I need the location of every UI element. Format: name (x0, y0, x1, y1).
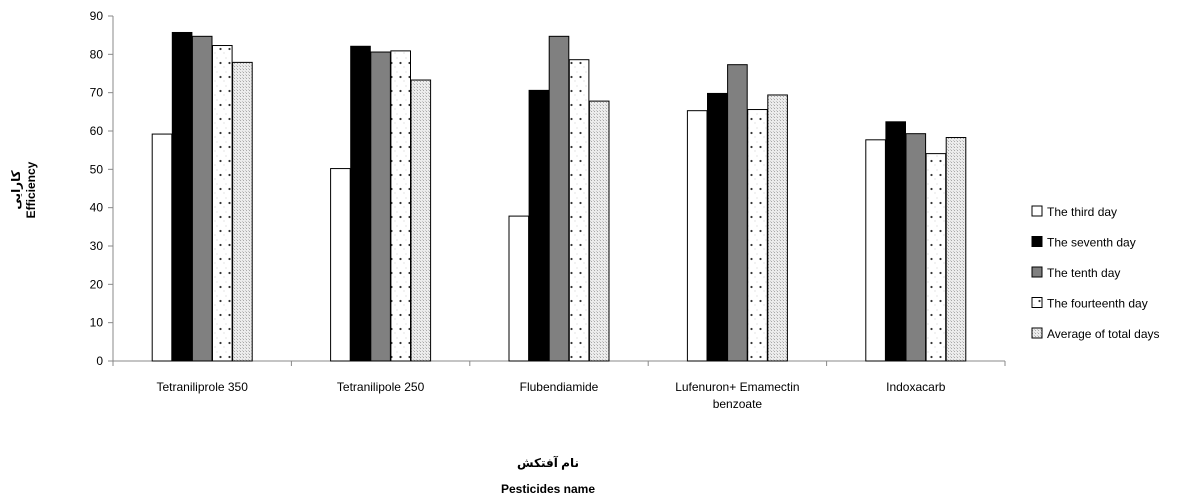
bar (885, 121, 907, 362)
bar (865, 139, 886, 362)
legend-label: The fourteenth day (1047, 297, 1148, 311)
bar (945, 137, 967, 362)
bar (767, 94, 788, 362)
bar (370, 51, 391, 362)
y-tick-label: 80 (90, 47, 104, 61)
legend-item: The fourteenth day (1031, 297, 1148, 311)
legend-swatch (1031, 327, 1043, 339)
legend-item: The seventh day (1031, 236, 1136, 250)
bar (548, 35, 570, 362)
y-tick-label: 0 (96, 354, 103, 368)
legend-swatch (1031, 266, 1043, 278)
bar (350, 45, 371, 362)
legend-label: The seventh day (1047, 236, 1136, 250)
y-tick-label: 10 (90, 316, 104, 330)
bar (410, 79, 432, 362)
legend-swatch (1031, 236, 1043, 247)
y-axis-title-fa: کارایی (9, 170, 23, 209)
bar (905, 133, 927, 362)
y-tick-label: 50 (90, 162, 104, 176)
bar (232, 61, 253, 362)
x-tick-label: Flubendiamide (520, 380, 599, 394)
bar (568, 59, 590, 362)
x-tick-label: Tetraniliprole 350 (157, 380, 249, 394)
bar (171, 31, 193, 362)
x-tick-label: benzoate (713, 397, 763, 411)
y-tick-label: 70 (90, 86, 104, 100)
bar (151, 133, 173, 362)
bar (747, 109, 768, 362)
bar (191, 35, 213, 362)
x-axis-title-fa: نام آفتکش (517, 455, 579, 471)
legend-label: The tenth day (1047, 266, 1120, 280)
y-tick-label: 30 (90, 239, 104, 253)
legend-swatch (1031, 297, 1043, 308)
bar (528, 89, 550, 362)
y-axis-title: کارایی Efficiency (9, 161, 38, 218)
legend-item: Average of total days (1031, 327, 1160, 341)
y-axis: 0 10 20 30 40 50 60 70 80 90 (90, 9, 114, 368)
bar (727, 64, 748, 362)
x-tick-label: Lufenuron+ Emamectin (675, 380, 799, 394)
y-axis-title-en: Efficiency (24, 161, 38, 218)
bar (390, 50, 411, 362)
bar (686, 110, 708, 362)
x-axis (112, 360, 1006, 366)
bar (588, 100, 610, 362)
y-tick-label: 60 (90, 124, 104, 138)
y-tick-label: 20 (90, 277, 104, 291)
x-axis-title-en: Pesticides name (501, 482, 595, 496)
legend: The third day The seventh day The tenth da… (1031, 205, 1160, 341)
legend-label: The third day (1047, 205, 1117, 219)
x-tick-label: Indoxacarb (886, 380, 946, 394)
legend-item: The tenth day (1031, 266, 1120, 280)
legend-swatch (1031, 205, 1043, 217)
bars (151, 31, 967, 362)
x-tick-label: Tetranilipole 250 (337, 380, 425, 394)
bar (212, 45, 233, 362)
bar (925, 153, 947, 362)
bar (330, 168, 351, 362)
category-labels: Tetraniliprole 350 Tetranilipole 250 Flube… (157, 380, 946, 411)
bar (508, 215, 530, 362)
legend-label: Average of total days (1047, 327, 1160, 341)
legend-item: The third day (1031, 205, 1117, 219)
y-tick-label: 90 (90, 9, 104, 23)
bar (707, 92, 728, 362)
y-tick-label: 40 (90, 201, 104, 215)
